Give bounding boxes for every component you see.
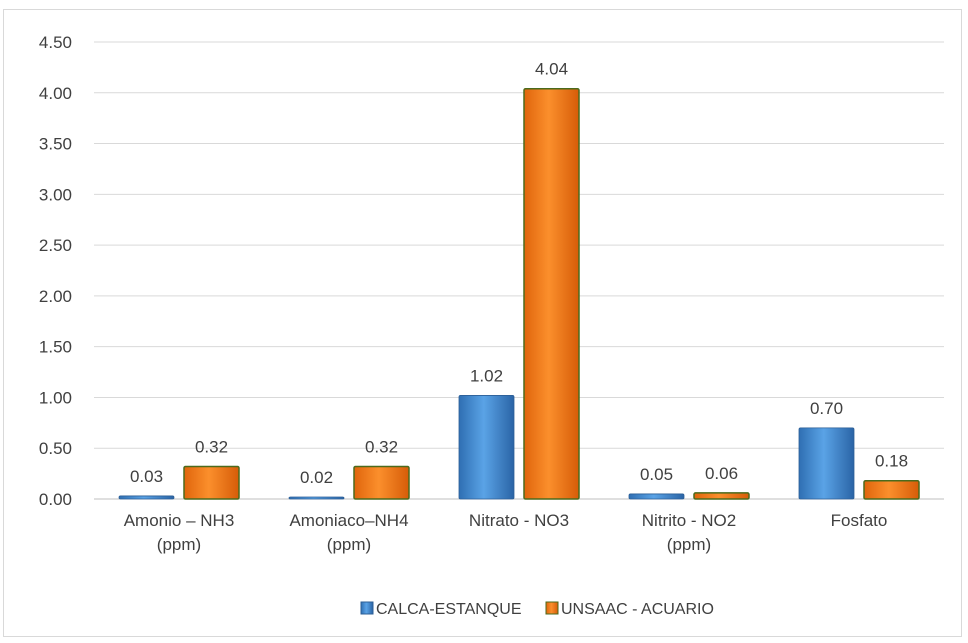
category-label: Nitrito - NO2 [642,511,736,530]
data-label: 0.06 [705,464,738,483]
y-tick-label: 0.50 [39,439,72,458]
y-tick-label: 1.50 [39,338,72,357]
bar-unsaac-acuario [863,479,920,500]
bar-calca-estanque [288,496,345,500]
bar-unsaac-acuario [693,492,750,500]
category-label: Amonio – NH3 [124,511,235,530]
category-label: Amoniaco–NH4 [289,511,408,530]
legend-swatch-unsaac-acuario [545,601,559,615]
data-label: 0.32 [365,438,398,457]
data-label: 0.03 [130,467,163,486]
category-label: Nitrato - NO3 [469,511,569,530]
y-tick-label: 1.00 [39,388,72,407]
data-label: 1.02 [470,366,503,385]
data-label: 0.70 [810,399,843,418]
legend-label: UNSAAC - ACUARIO [561,601,714,618]
legend: CALCA-ESTANQUE UNSAAC - ACUARIO [360,601,714,618]
y-tick-label: 4.00 [39,84,72,103]
data-label: 0.32 [195,438,228,457]
bars [118,87,920,500]
data-label: 0.05 [640,465,673,484]
bar-unsaac-acuario [523,87,580,500]
y-tick-label: 2.00 [39,287,72,306]
data-label: 4.04 [535,60,568,79]
y-tick-label: 3.00 [39,185,72,204]
chart-area: 0.00 0.50 1.00 1.50 2.00 2.50 3.00 3.50 4.00 4.50… [3,9,962,637]
category-label: Fosfato [831,511,888,530]
category-label: (ppm) [327,535,371,554]
bar-calca-estanque [628,493,685,500]
data-labels: 0.03 0.32 0.02 0.32 1.02 4.04 0.05 0.06 0.70 0.18 [130,60,908,487]
bar-calca-estanque [458,395,515,500]
legend-swatch-calca-estanque [360,601,374,615]
category-label: (ppm) [667,535,711,554]
bar-unsaac-acuario [353,465,410,500]
bar-calca-estanque [118,495,175,500]
x-axis-categories: Amonio – NH3 (ppm) Amoniaco–NH4 (ppm) Nitrat… [124,511,888,554]
bar-unsaac-acuario [183,465,240,500]
y-tick-label: 2.50 [39,236,72,255]
gridlines [94,41,944,500]
bar-calca-estanque [798,427,855,500]
y-tick-label: 3.50 [39,135,72,154]
y-tick-label: 4.50 [39,33,72,52]
legend-label: CALCA-ESTANQUE [376,601,522,618]
y-tick-label: 0.00 [39,490,72,509]
bar-chart: 0.00 0.50 1.00 1.50 2.00 2.50 3.00 3.50 4.00 4.50… [39,33,944,618]
y-axis-ticks: 0.00 0.50 1.00 1.50 2.00 2.50 3.00 3.50 4.00 4.50 [39,33,72,509]
category-label: (ppm) [157,535,201,554]
data-label: 0.02 [300,468,333,487]
data-label: 0.18 [875,452,908,471]
